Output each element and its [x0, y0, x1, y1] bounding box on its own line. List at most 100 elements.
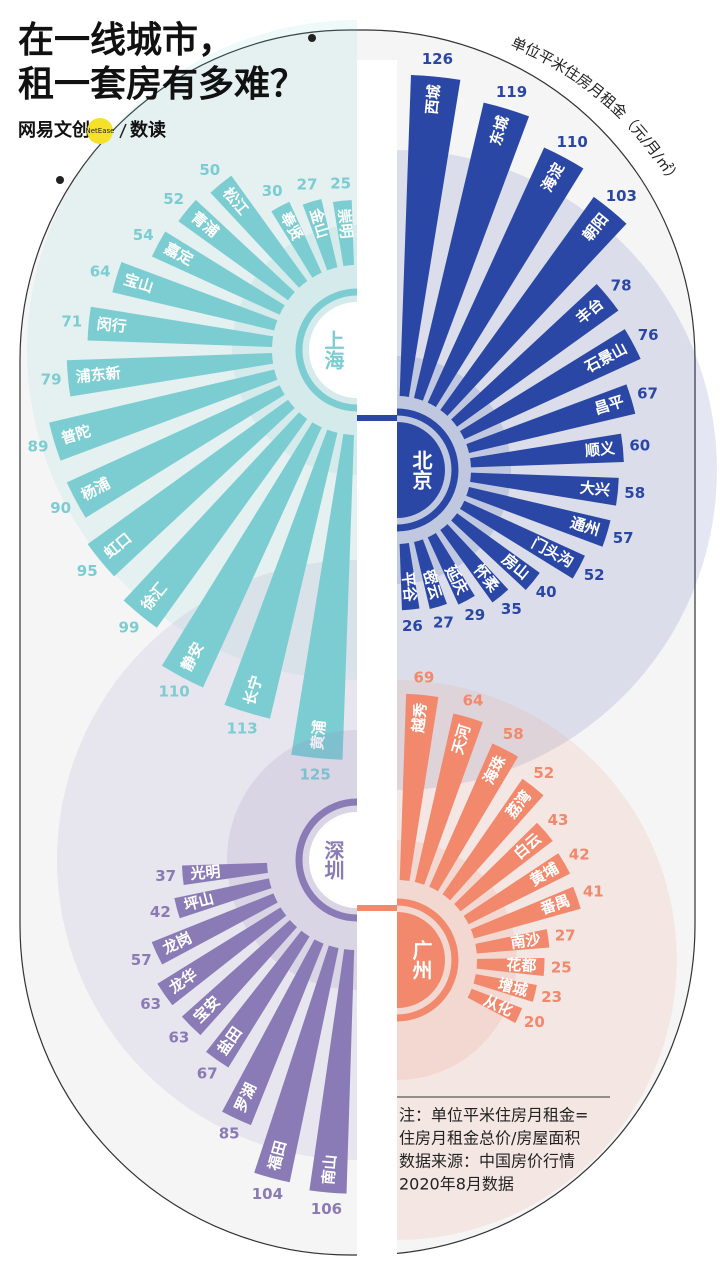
category-label: 光明	[189, 862, 221, 883]
value-label: 89	[28, 437, 49, 455]
center-gap	[357, 60, 397, 1260]
bar	[309, 949, 355, 1194]
note-line: 2020年8月数据	[399, 1175, 514, 1194]
category-label: 花都	[506, 956, 537, 975]
hub-ring	[295, 288, 358, 412]
value-label: 110	[556, 133, 587, 151]
bar	[440, 196, 627, 416]
bar	[332, 200, 354, 267]
bar	[459, 500, 585, 579]
value-label: 103	[606, 187, 637, 205]
value-label: 57	[613, 529, 634, 547]
bar	[467, 988, 523, 1023]
bar	[427, 147, 584, 408]
value-label: 58	[503, 725, 524, 743]
value-label: 71	[61, 312, 82, 330]
value-label: 67	[637, 384, 658, 402]
bar	[476, 958, 545, 976]
bar	[451, 513, 540, 590]
value-label: 63	[140, 995, 161, 1013]
value-label: 106	[311, 1200, 342, 1218]
bar	[427, 532, 475, 605]
bar	[123, 412, 308, 628]
value-label: 52	[163, 190, 184, 208]
city-name: 广州	[409, 939, 433, 980]
bar	[224, 429, 338, 719]
category-label: 顺义	[584, 439, 616, 460]
bar	[66, 353, 274, 397]
value-label: 37	[155, 867, 176, 885]
hub-disk	[309, 812, 357, 908]
bar	[87, 306, 274, 347]
bar	[181, 862, 268, 885]
inner-ring	[232, 225, 357, 475]
bar	[463, 853, 571, 925]
bar	[254, 945, 339, 1183]
bar	[451, 283, 619, 427]
title-line: 租一套房有多难？	[18, 64, 306, 105]
category-label: 闵行	[96, 315, 128, 336]
value-label: 63	[168, 1029, 189, 1047]
bar	[178, 199, 295, 301]
value-label: 110	[158, 683, 189, 701]
bar	[181, 919, 298, 1036]
hub-ring	[396, 408, 459, 532]
note-line: 住房月租金总价/房屋面积	[399, 1129, 580, 1148]
bar	[470, 433, 624, 468]
bar	[466, 486, 611, 547]
value-label: 78	[611, 277, 632, 295]
value-label: 50	[199, 161, 220, 179]
bar	[413, 539, 447, 610]
category-label: 越秀	[409, 701, 430, 735]
value-label: 119	[496, 83, 527, 101]
value-label: 30	[262, 182, 283, 200]
value-label: 52	[584, 566, 605, 584]
bar	[473, 974, 537, 1002]
brand-badge: NetEase	[86, 127, 115, 135]
bar	[66, 385, 285, 518]
hub-disk	[397, 912, 445, 1008]
value-label: 57	[131, 951, 152, 969]
category-label: 崇明	[335, 208, 356, 240]
bar	[399, 74, 461, 397]
dot	[308, 34, 316, 42]
value-label: 27	[555, 926, 576, 944]
title-line: 在一线城市，	[18, 20, 234, 61]
value-label: 27	[433, 613, 454, 631]
value-label: 29	[464, 606, 485, 624]
bar	[440, 524, 509, 603]
separator	[119, 123, 127, 139]
category-label: 黄浦	[308, 719, 329, 751]
value-label: 79	[41, 371, 62, 389]
bar	[271, 201, 322, 278]
bar	[222, 939, 324, 1126]
value-label: 85	[219, 1125, 240, 1143]
category-label: 大兴	[579, 479, 611, 500]
value-label: 60	[629, 437, 650, 455]
bar	[399, 693, 439, 881]
value-label: 42	[150, 903, 171, 921]
value-label: 58	[624, 484, 645, 502]
value-label: 23	[541, 988, 562, 1006]
bar	[174, 878, 272, 919]
value-label: 20	[524, 1013, 545, 1031]
value-label: 69	[413, 668, 434, 686]
bar	[49, 369, 278, 461]
bar	[459, 329, 641, 440]
value-label: 67	[197, 1064, 218, 1082]
bar	[475, 929, 550, 954]
hub-ring	[295, 798, 358, 922]
badge	[87, 118, 113, 144]
bar	[413, 102, 530, 401]
value-label: 64	[90, 263, 111, 281]
bar	[210, 175, 308, 288]
category-label: 平谷	[399, 571, 420, 604]
value-label: 41	[583, 883, 604, 901]
value-label: 35	[501, 600, 522, 618]
value-label: 104	[252, 1185, 283, 1203]
value-label: 25	[330, 174, 351, 192]
bar	[151, 893, 278, 965]
